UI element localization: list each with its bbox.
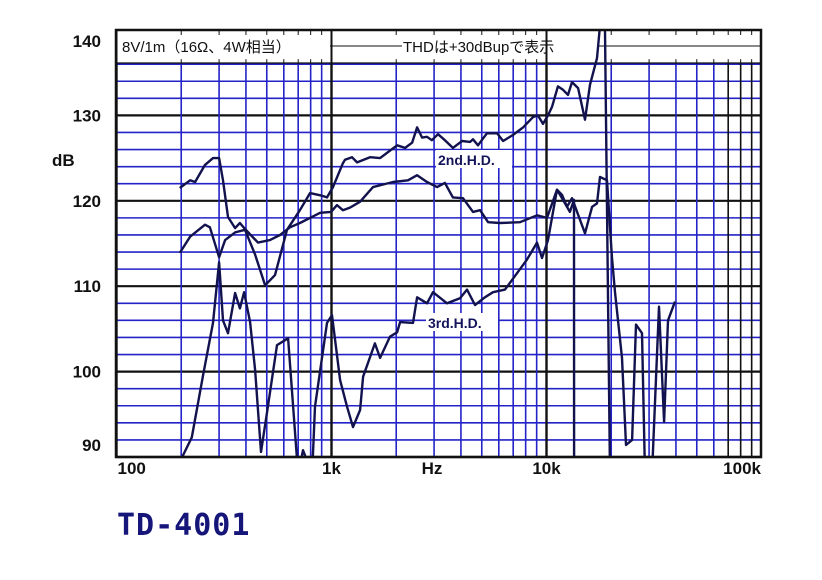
annotation-2nd-hd: 2nd.H.D. — [438, 152, 495, 168]
y-tick-label: 130 — [73, 106, 101, 125]
y-tick-label: 90 — [82, 436, 101, 455]
y-tick-label: 110 — [74, 277, 101, 296]
annotation-bg-3rd — [426, 313, 498, 331]
annotation-3rd-hd: 3rd.H.D. — [428, 315, 482, 331]
x-tick-label: 100k — [723, 459, 761, 478]
y-axis-label: dB — [52, 151, 75, 170]
series-3rd-hd-line — [181, 188, 576, 457]
model-caption: TD-4001 — [117, 508, 251, 543]
x-tick-label: 100 — [118, 459, 146, 478]
y-tick-label: 100 — [73, 363, 101, 382]
header-right-label: THDは+30dBupで表示 — [403, 39, 554, 56]
x-tick-label: 10k — [532, 459, 561, 478]
header-band: 8V/1m（16Ω、4W相当） THDは+30dBupで表示 — [115, 30, 760, 65]
y-tick-labels: 140 130 120 110 100 90 — [73, 32, 101, 455]
x-axis-label: Hz — [422, 459, 443, 478]
header-band-bg — [117, 31, 760, 63]
annotation-bg-2nd — [436, 150, 512, 168]
plot-border — [114, 28, 763, 459]
y-tick-label: 120 — [73, 192, 101, 211]
x-tick-labels: 100 1k 10k 100k — [118, 459, 762, 478]
header-left-label: 8V/1m（16Ω、4W相当） — [122, 39, 291, 56]
curves — [178, 30, 677, 457]
x-tick-label: 1k — [322, 459, 341, 478]
series-2nd-hd-line — [178, 30, 612, 457]
y-tick-label: 140 — [73, 32, 101, 51]
